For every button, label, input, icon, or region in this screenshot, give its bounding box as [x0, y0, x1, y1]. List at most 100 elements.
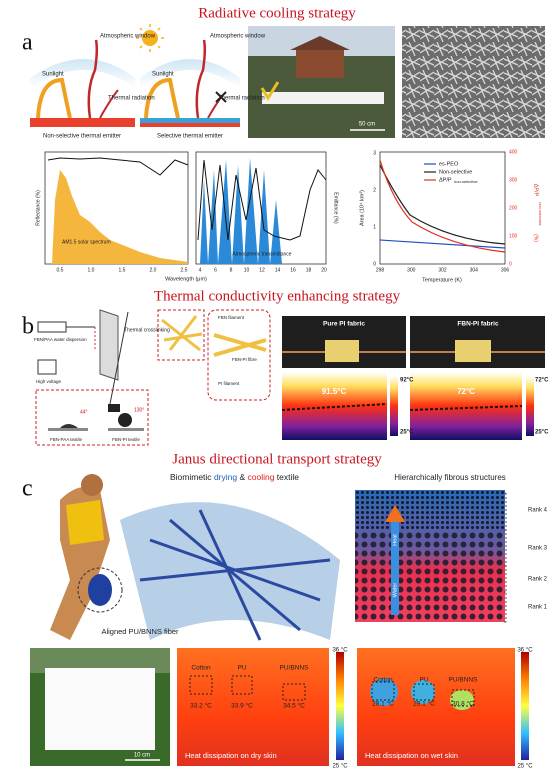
- hierarchical-structure: [355, 490, 508, 623]
- y2-tick-label: 0: [509, 261, 512, 267]
- axis-label: (%): [533, 234, 539, 242]
- sample-temp: 34.5 °C: [283, 702, 305, 710]
- scale-min: 25°C: [535, 430, 549, 436]
- headline: Biomimetic drying & cooling textile: [170, 472, 299, 482]
- x-tick-label: 8: [230, 267, 233, 273]
- y-tick-label: 0: [373, 261, 376, 267]
- rect-shape: [390, 376, 398, 436]
- rect-shape: [30, 118, 135, 127]
- path-shape: [140, 59, 240, 88]
- panel-label: b: [22, 314, 34, 340]
- y-tick-label: 3: [373, 150, 376, 156]
- y2-tick-label: 300: [509, 177, 518, 183]
- legend-label: Non-selective: [439, 169, 472, 175]
- axis-label: Wavelength (μm): [165, 276, 207, 282]
- headline-part: cooling: [248, 472, 275, 482]
- axis-label: Reflectance (%): [35, 190, 41, 226]
- sample-temp: 28.1 °C: [372, 700, 394, 708]
- path-shape: [99, 89, 119, 119]
- rank-label: Rank 2: [528, 577, 548, 583]
- path-shape: [47, 157, 189, 176]
- window-label: Atmospheric window: [100, 34, 156, 40]
- radiation-label: Thermal radiation: [218, 96, 265, 102]
- caption: Heat dissipation on dry skin: [185, 751, 277, 760]
- area-plot: [379, 151, 506, 265]
- sample-temp: 33.9 °C: [231, 702, 253, 710]
- label: FBN-PI textile: [112, 437, 140, 442]
- label: PI filament: [218, 381, 240, 386]
- rect-shape: [355, 530, 505, 622]
- annotation: AM1.5 solar spectrum: [62, 239, 111, 245]
- rect-shape: [455, 340, 491, 362]
- label: FBN filament: [218, 315, 245, 320]
- label: Aligned PU/BNNS fiber: [101, 627, 179, 636]
- rect-shape: [357, 648, 515, 766]
- rank-label: Rank 3: [528, 546, 548, 552]
- legend-label: es-PEO: [439, 161, 459, 167]
- path-shape: [99, 309, 119, 381]
- rect-shape: [35, 389, 149, 446]
- section-title: Thermal conductivity enhancing strategy: [154, 288, 401, 304]
- temperature: 72°C: [457, 387, 475, 396]
- path-shape: [385, 505, 405, 522]
- scale-max: 36 °C: [332, 648, 348, 654]
- path-shape: [379, 239, 506, 249]
- x-tick-label: 14: [275, 267, 281, 273]
- scale-min: 25 °C: [517, 764, 533, 770]
- scale-label: 50 cm: [359, 122, 375, 128]
- ellipse-shape: [450, 690, 474, 710]
- legend-label: ΔP/P: [439, 177, 452, 183]
- path-shape: [109, 311, 129, 405]
- rect-shape: [282, 683, 306, 701]
- headline-part: &: [237, 472, 247, 482]
- rect-shape: [140, 123, 240, 127]
- rect-shape: [336, 652, 344, 760]
- rect-shape: [45, 668, 155, 750]
- axis-label: ΔP/P: [533, 184, 539, 197]
- ellipse-shape: [88, 574, 112, 606]
- axis-label: Emittance (%): [333, 192, 339, 224]
- x-tick-label: 304: [470, 267, 479, 273]
- runner-illustration: [50, 474, 340, 641]
- circle-shape: [118, 413, 132, 427]
- axis-label: non-selective: [538, 202, 543, 226]
- path-shape: [195, 39, 207, 119]
- sem-image: [402, 26, 545, 138]
- path-shape: [161, 315, 203, 352]
- rect-shape: [48, 428, 88, 431]
- legend-subscript: non-selective: [454, 179, 478, 184]
- spectrum-plot: [44, 151, 327, 265]
- path-shape: [379, 159, 506, 253]
- path-shape: [52, 170, 188, 264]
- fabric-label: FBN-PI fabric: [457, 321, 499, 328]
- rect-shape: [157, 309, 205, 361]
- path-shape: [379, 164, 506, 245]
- sample-name: PU: [237, 665, 246, 672]
- rect-shape: [521, 652, 529, 760]
- path-shape: [136, 24, 164, 52]
- sample-name: PU/BNNS: [449, 677, 479, 684]
- section-title: Janus directional transport strategy: [172, 451, 382, 467]
- headline-part: drying: [214, 472, 237, 482]
- sample-name: PU: [419, 677, 428, 684]
- label: FBN/PAA water dispersion: [34, 337, 87, 342]
- sunlight-label: Sunlight: [152, 72, 174, 78]
- path-shape: [200, 158, 282, 264]
- rect-shape: [108, 428, 144, 431]
- rect-shape: [355, 490, 505, 530]
- annotation: Atmospheric transmittance: [232, 251, 291, 257]
- rect-shape: [296, 50, 344, 78]
- x-tick-label: 302: [438, 267, 447, 273]
- rect-shape: [325, 340, 359, 362]
- label: FBN-PI fibre: [232, 357, 257, 362]
- x-tick-label: 2.0: [150, 267, 157, 273]
- rect-shape: [37, 321, 67, 333]
- label: Thermal crosslinking: [124, 327, 170, 333]
- rect-shape: [410, 372, 522, 440]
- path-shape: [290, 36, 350, 50]
- x-tick-label: 0.5: [57, 267, 64, 273]
- rect-shape: [402, 26, 545, 138]
- scale-min: 25°C: [400, 430, 414, 436]
- x-tick-label: 18: [306, 267, 312, 273]
